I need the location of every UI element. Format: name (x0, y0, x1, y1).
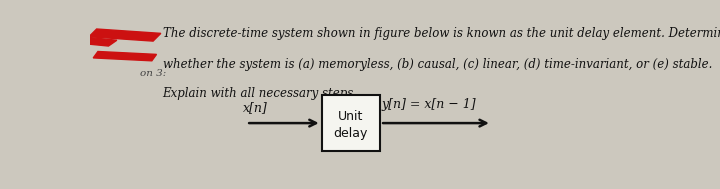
Text: Unit: Unit (338, 110, 364, 123)
Text: delay: delay (333, 127, 368, 139)
Text: Explain with all necessary steps.: Explain with all necessary steps. (163, 87, 358, 100)
Text: The discrete-time system shown in figure below is known as the unit delay elemen: The discrete-time system shown in figure… (163, 27, 720, 40)
FancyArrow shape (89, 29, 161, 41)
FancyArrow shape (93, 51, 156, 61)
Text: on 3:: on 3: (140, 69, 166, 78)
Text: y[n] = x[n − 1]: y[n] = x[n − 1] (382, 98, 476, 112)
Text: x[n]: x[n] (243, 101, 269, 114)
Bar (322, 95, 380, 151)
Text: whether the system is (a) memoryless, (b) causal, (c) linear, (d) time-invariant: whether the system is (a) memoryless, (b… (163, 58, 712, 71)
FancyArrow shape (77, 37, 117, 46)
